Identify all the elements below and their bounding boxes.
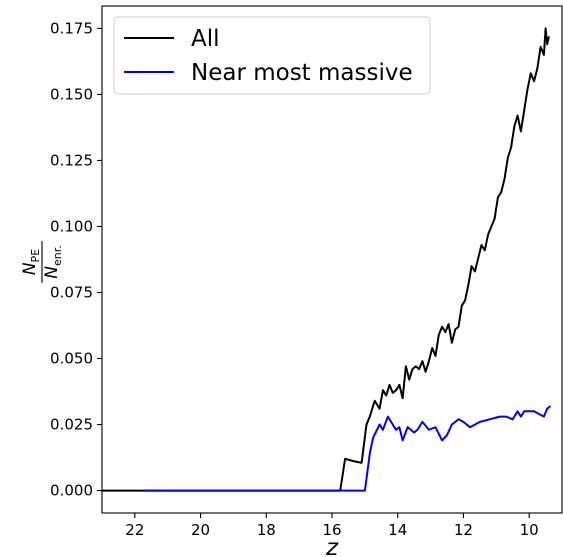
legend: All Near most massive [113, 16, 431, 95]
x-tick-label: 22 [125, 521, 144, 539]
y-axis-title-numerator: NPE [20, 249, 42, 275]
x-tick-label: 20 [191, 521, 210, 539]
y-axis-title-denominator-symbol: N [42, 266, 62, 279]
y-tick-label: 0.175 [50, 19, 93, 37]
ticks-layer: 22 20 18 16 14 12 10 0.000 0.025 0.050 0.075 0.100 0… [50, 19, 539, 539]
legend-label-near-most-massive: Near most massive [191, 60, 413, 86]
legend-box [113, 16, 431, 95]
y-axis-title-denominator: Nenr. [42, 245, 64, 278]
y-tick-label: 0.075 [50, 284, 93, 302]
x-tick-label: 18 [257, 521, 276, 539]
y-axis-title: NPE Nenr. [20, 241, 64, 283]
y-axis-title-numerator-symbol: N [20, 262, 40, 275]
y-tick-label: 0.150 [50, 85, 93, 103]
y-tick-label: 0.100 [50, 217, 93, 235]
x-axis-title: z [325, 535, 339, 557]
x-tick-label: 10 [520, 521, 539, 539]
y-tick-label: 0.125 [50, 151, 93, 169]
legend-label-all: All [191, 26, 220, 52]
y-tick-label: 0.000 [50, 482, 93, 500]
x-tick-label: 16 [322, 521, 341, 539]
series-layer [102, 27, 552, 492]
y-tick-label: 0.025 [50, 416, 93, 434]
plot-frame [101, 5, 563, 514]
series-line-near-most-massive [144, 405, 552, 492]
x-tick-label: 12 [454, 521, 473, 539]
y-axis-title-numerator-subscript: PE [29, 249, 42, 263]
y-axis-title-denominator-subscript: enr. [51, 245, 64, 266]
x-tick-label: 14 [388, 521, 407, 539]
y-tick-label: 0.050 [50, 350, 93, 368]
series-line-all [102, 27, 550, 492]
legend-items: All Near most massive [124, 26, 413, 86]
